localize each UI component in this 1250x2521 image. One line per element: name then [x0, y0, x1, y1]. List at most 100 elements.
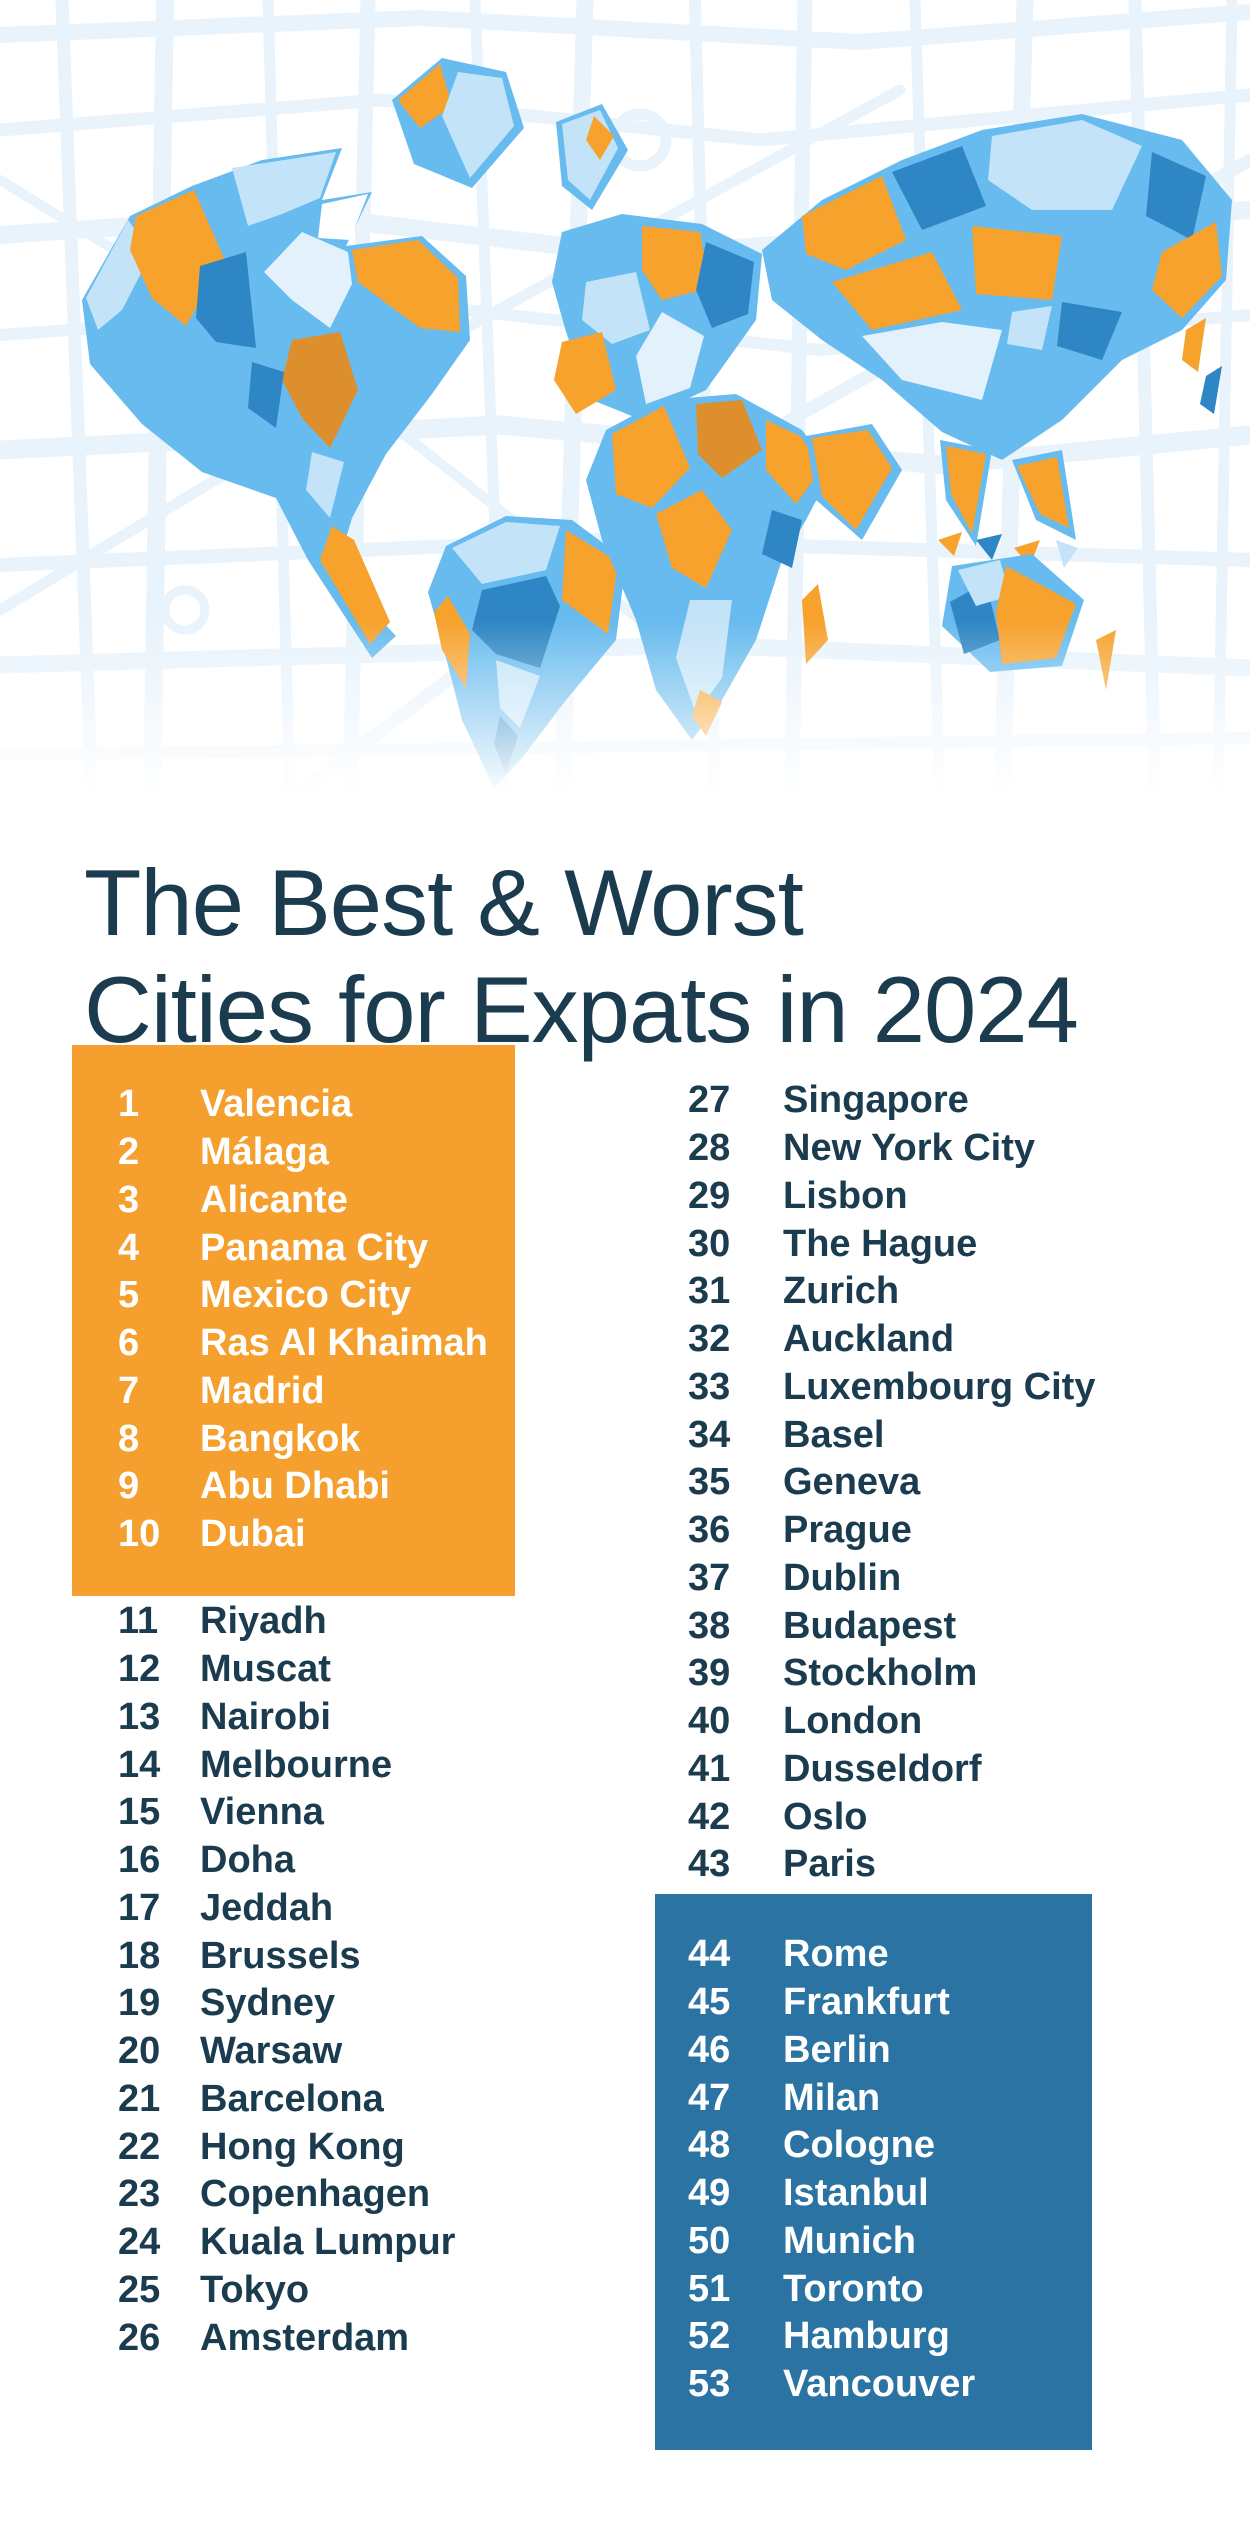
rank-number: 32	[688, 1318, 731, 1361]
rank-number: 34	[688, 1413, 731, 1456]
city-name: Frankfurt	[783, 1981, 950, 2024]
city-name: Rome	[783, 1933, 889, 1976]
rank-row: 46 Berlin	[655, 2027, 1092, 2075]
rank-row: 3 Alicante	[72, 1177, 515, 1225]
city-name: Milan	[783, 2076, 881, 2119]
city-name: Stockholm	[783, 1652, 978, 1695]
city-name: Munich	[783, 2219, 916, 2262]
rank-row: 10 Dubai	[72, 1511, 515, 1559]
city-name: Muscat	[200, 1648, 331, 1691]
city-name: Oslo	[783, 1795, 868, 1838]
rank-number: 40	[688, 1700, 731, 1743]
rank-number: 52	[688, 2315, 731, 2358]
rank-number: 36	[688, 1509, 731, 1552]
rank-number: 8	[118, 1417, 140, 1460]
rank-row: 35 Geneva	[655, 1459, 1092, 1507]
rank-row: 34 Basel	[655, 1411, 1092, 1459]
page-title: The Best & Worst Cities for Expats in 20…	[84, 849, 1079, 1063]
rank-number: 33	[688, 1365, 731, 1408]
rank-number: 42	[688, 1795, 731, 1838]
islands-indonesia	[938, 532, 1078, 568]
rank-number: 13	[118, 1695, 161, 1738]
rank-row: 9 Abu Dhabi	[72, 1463, 515, 1511]
region-india	[946, 446, 986, 534]
rank-number: 1	[118, 1083, 140, 1126]
rank-row: 2 Málaga	[72, 1129, 515, 1177]
continent-north-america	[82, 148, 470, 658]
map-bottom-fade	[0, 620, 1250, 800]
rank-row: 8 Bangkok	[72, 1415, 515, 1463]
city-name: Berlin	[783, 2028, 891, 2071]
rank-number: 49	[688, 2172, 731, 2215]
rank-row: 7 Madrid	[72, 1368, 515, 1416]
rank-number: 20	[118, 2030, 161, 2073]
title-line-1: The Best & Worst	[84, 849, 804, 955]
rank-row: 50 Munich	[655, 2218, 1092, 2266]
rank-row: 29 Lisbon	[655, 1173, 1092, 1221]
city-name: New York City	[783, 1127, 1036, 1170]
city-name: Luxembourg City	[783, 1365, 1096, 1408]
city-name: Geneva	[783, 1461, 921, 1504]
rank-row: 26 Amsterdam	[72, 2314, 515, 2362]
rank-number: 11	[118, 1600, 159, 1643]
rank-number: 22	[118, 2125, 161, 2168]
rank-row: 38 Budapest	[655, 1602, 1092, 1650]
region-indochina	[1017, 457, 1069, 528]
rank-row: 12 Muscat	[72, 1646, 515, 1694]
city-name: Doha	[200, 1839, 295, 1882]
rank-number: 14	[118, 1743, 161, 1786]
city-name: Mexico City	[200, 1274, 412, 1317]
rank-row: 40 London	[655, 1698, 1092, 1746]
rank-number: 7	[118, 1369, 140, 1412]
rank-row: 23 Copenhagen	[72, 2171, 515, 2219]
rank-row: 5 Mexico City	[72, 1272, 515, 1320]
rank-number: 50	[688, 2219, 731, 2262]
rank-number: 48	[688, 2124, 731, 2167]
rank-row: 4 Panama City	[72, 1224, 515, 1272]
city-name: Panama City	[200, 1226, 429, 1269]
rank-row: 20 Warsaw	[72, 2028, 515, 2076]
rank-row: 43 Paris	[655, 1841, 1092, 1889]
rank-number: 24	[118, 2221, 161, 2264]
bottom-10-box: 44 Rome 45 Frankfurt 46 Berlin 47 Milan 48 Cologn…	[655, 1894, 1092, 2450]
title-line-2: Cities for Expats in 2024	[84, 956, 1079, 1062]
rank-row: 47 Milan	[655, 2074, 1092, 2122]
rank-number: 27	[688, 1079, 731, 1122]
city-name: Melbourne	[200, 1743, 393, 1786]
city-name: Dusseldorf	[783, 1747, 982, 1790]
rank-row: 14 Melbourne	[72, 1741, 515, 1789]
city-name: Vienna	[200, 1791, 324, 1834]
rank-number: 53	[688, 2363, 731, 2406]
rank-row: 39 Stockholm	[655, 1650, 1092, 1698]
rank-row: 51 Toronto	[655, 2265, 1092, 2313]
rank-number: 5	[118, 1274, 140, 1317]
islands-japan	[1182, 318, 1206, 372]
rank-row: 25 Tokyo	[72, 2267, 515, 2315]
rank-number: 26	[118, 2316, 161, 2359]
city-name: Dubai	[200, 1513, 306, 1556]
city-name: Istanbul	[783, 2172, 929, 2215]
rank-number: 19	[118, 1982, 161, 2025]
continent-greenland	[392, 58, 524, 188]
city-name: Abu Dhabi	[200, 1465, 390, 1508]
rank-number: 12	[118, 1648, 161, 1691]
rank-number: 44	[688, 1933, 731, 1976]
rank-row: 48 Cologne	[655, 2122, 1092, 2170]
rank-number: 39	[688, 1652, 731, 1695]
city-name: Lisbon	[783, 1174, 908, 1217]
city-name: Alicante	[200, 1178, 348, 1221]
city-name: Warsaw	[200, 2030, 343, 2073]
city-name: Budapest	[783, 1604, 957, 1647]
rank-number: 43	[688, 1843, 731, 1886]
city-name: Copenhagen	[200, 2173, 431, 2216]
rank-row: 16 Doha	[72, 1837, 515, 1885]
rank-number: 46	[688, 2028, 731, 2071]
rank-row: 49 Istanbul	[655, 2170, 1092, 2218]
rank-number: 38	[688, 1604, 731, 1647]
rank-number: 10	[118, 1513, 161, 1556]
city-name: The Hague	[783, 1222, 978, 1265]
top-10-box: 1 Valencia 2 Málaga 3 Alicante 4 Panama City 5 Me…	[72, 1045, 515, 1596]
rank-row: 27 Singapore	[655, 1077, 1092, 1125]
city-name: Basel	[783, 1413, 885, 1456]
